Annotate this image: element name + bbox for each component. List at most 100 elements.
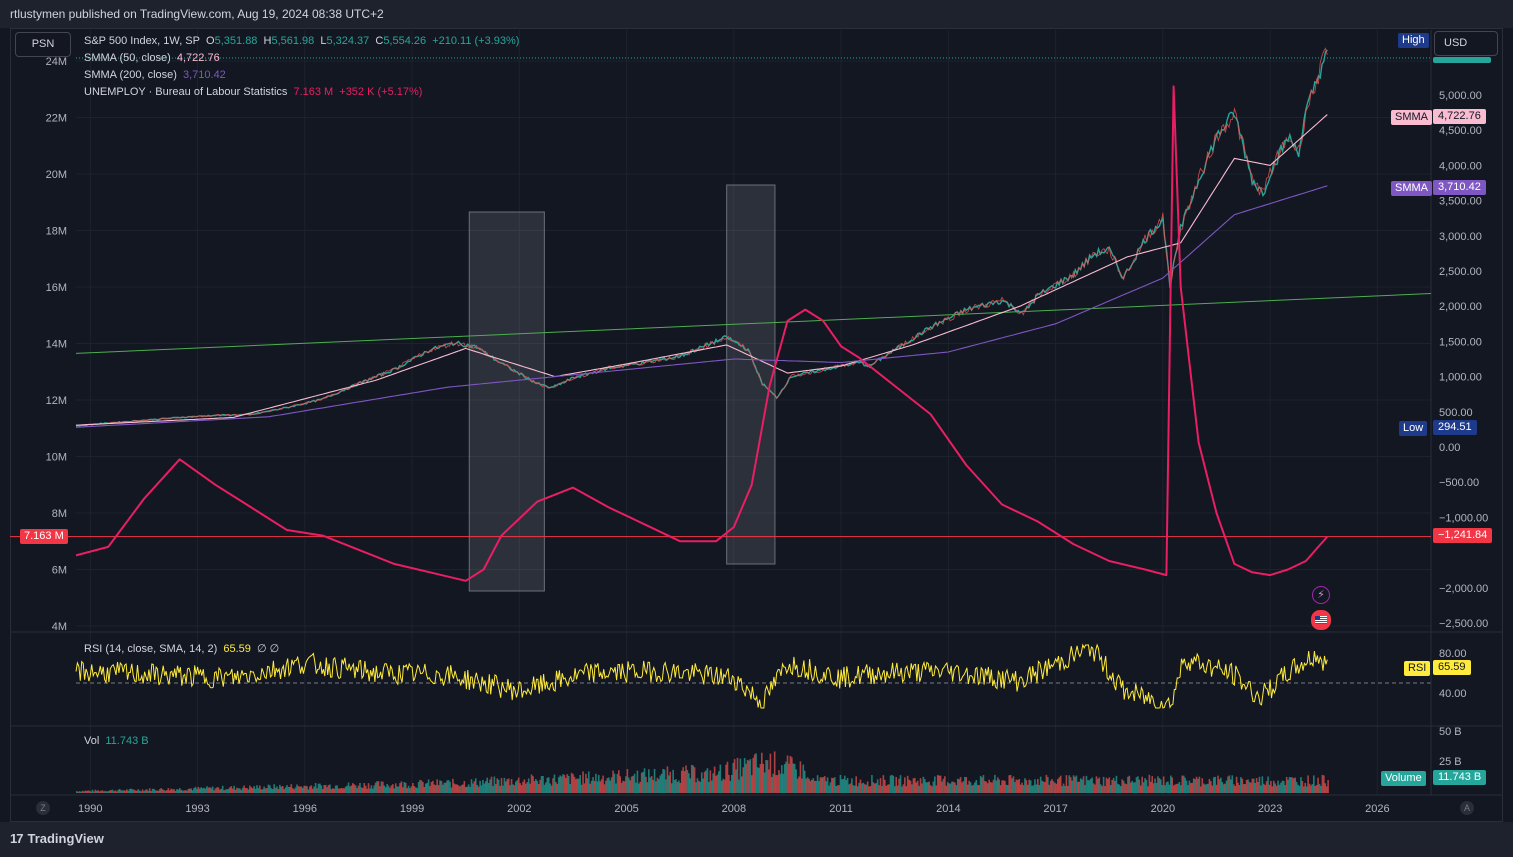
footer-bar <box>0 822 1513 857</box>
volume-bar <box>988 779 990 793</box>
volume-bar <box>1087 780 1089 793</box>
volume-bar <box>424 783 427 793</box>
zoom-button[interactable]: Z <box>36 801 50 815</box>
volume-bar <box>276 786 278 793</box>
volume-bar <box>382 781 384 793</box>
volume-bar <box>1025 780 1028 793</box>
volume-bar <box>156 790 158 793</box>
volume-bar <box>1009 774 1012 793</box>
volume-bar <box>1200 786 1202 793</box>
left-axis: 4M 6M 8M 10M 12M 14M 16M 18M 20M 22M 24M <box>46 56 67 633</box>
flash-icon[interactable]: ⚡ <box>1312 586 1330 604</box>
volume-bar <box>1250 782 1252 793</box>
auto-scale-button[interactable]: A <box>1460 801 1474 815</box>
volume-bar <box>579 774 581 793</box>
legend-rsi[interactable]: RSI (14, close, SMA, 14, 2) 65.59 ∅ ∅ <box>84 642 282 655</box>
legend-unemploy[interactable]: UNEMPLOY · Bureau of Labour Statistics 7… <box>84 86 425 98</box>
unemploy-line <box>75 85 1329 582</box>
volume-bar <box>437 785 440 793</box>
currency-button[interactable]: USD <box>1434 31 1498 56</box>
volume-bar <box>823 776 826 793</box>
volume-bar <box>1055 783 1058 793</box>
volume-bar <box>220 788 223 793</box>
volume-bar <box>938 775 940 793</box>
volume-bar <box>1278 784 1281 793</box>
volume-bar <box>317 783 320 793</box>
volume-bar <box>542 776 544 793</box>
volume-bar <box>1081 779 1083 793</box>
volume-bar <box>223 790 225 793</box>
volume-bar <box>1078 781 1081 793</box>
volume-bar <box>359 782 361 793</box>
volume-bar <box>1135 777 1138 793</box>
volume-bar <box>210 788 213 793</box>
legend-smma50[interactable]: SMMA (50, close) 4,722.76 <box>84 52 223 64</box>
volume-bar <box>331 788 334 793</box>
volume-bar <box>286 785 288 793</box>
volume-bar <box>1015 779 1018 793</box>
volume-bar <box>221 785 224 793</box>
volume-bar <box>1181 775 1184 793</box>
volume-bar <box>982 775 985 793</box>
volume-bar <box>1058 777 1061 793</box>
volume-bar <box>856 786 859 793</box>
volume-bar <box>77 791 80 793</box>
publish-info: rtlustymen published on TradingView.com,… <box>10 7 384 21</box>
left-tick-label: 24M <box>46 56 67 68</box>
volume-bar <box>1104 785 1106 793</box>
volume-bar <box>1018 778 1021 793</box>
volume-bar <box>1102 776 1105 793</box>
legend-vol[interactable]: Vol 11.743 B <box>84 735 152 747</box>
volume-bar <box>227 788 230 793</box>
volume-bar <box>1165 782 1168 793</box>
legend-smma200[interactable]: SMMA (200, close) 3,710.42 <box>84 69 229 81</box>
volume-bar <box>1205 784 1208 793</box>
volume-bar <box>281 786 284 793</box>
volume-bar <box>886 784 889 793</box>
volume-bar <box>283 789 285 793</box>
volume-bar <box>158 789 161 793</box>
volume-bar <box>599 781 602 793</box>
left-tick-label: 16M <box>46 282 67 294</box>
volume-bar <box>799 761 802 793</box>
volume-bar <box>490 776 493 793</box>
volume-bar <box>577 778 580 793</box>
volume-bar <box>836 785 839 793</box>
volume-bar <box>924 779 926 793</box>
tradingview-logo[interactable]: 17 TradingView <box>10 831 104 846</box>
symbol-button[interactable]: PSN <box>15 32 71 57</box>
volume-bar <box>776 775 779 793</box>
volume-bar <box>208 787 211 793</box>
volume-bar <box>934 776 936 793</box>
volume-bar <box>1098 777 1101 793</box>
volume-bar <box>979 775 982 793</box>
volume-bar <box>372 788 374 793</box>
volume-bar <box>635 782 637 793</box>
volume-bar <box>703 771 706 793</box>
volume-bar <box>1115 775 1118 793</box>
volume-bar <box>354 785 357 793</box>
volume-bar <box>499 785 501 793</box>
legend-main[interactable]: S&P 500 Index, 1W, SP O5,351.88 H5,561.9… <box>84 35 522 47</box>
volume-bar <box>965 777 968 793</box>
volume-bar <box>610 777 613 793</box>
volume-bar <box>1270 780 1272 793</box>
volume-bar <box>1057 779 1059 793</box>
volume-bar <box>768 769 770 793</box>
volume-bar <box>503 777 506 793</box>
volume-bar <box>1125 784 1128 793</box>
volume-bar <box>297 786 300 793</box>
us-flag-icon[interactable] <box>1311 610 1331 630</box>
volume-bar <box>1258 776 1261 793</box>
volume-bar <box>590 780 593 793</box>
volume-bar <box>271 789 274 793</box>
volume-bar <box>672 769 674 793</box>
volume-bar <box>552 778 554 793</box>
volume-bar <box>1105 777 1108 793</box>
volume-bar <box>670 783 673 793</box>
volume-bar <box>929 785 932 793</box>
volume-bar <box>618 770 620 793</box>
volume-bar <box>1303 786 1305 793</box>
volume-bar <box>871 775 873 793</box>
